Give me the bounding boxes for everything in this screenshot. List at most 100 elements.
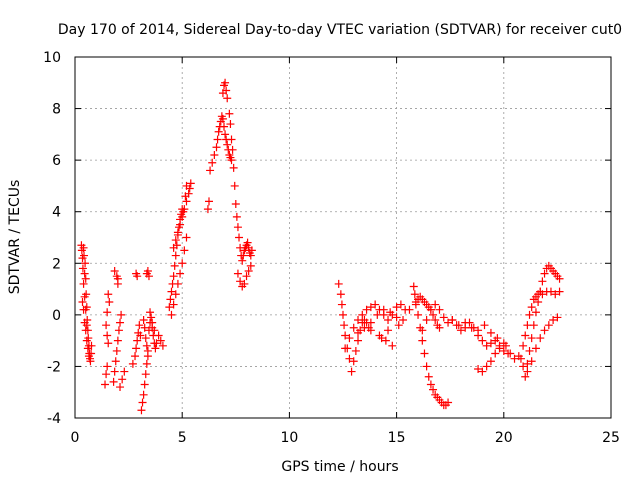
- data-point: [439, 313, 448, 322]
- y-tick-label: 0: [52, 308, 61, 324]
- data-point: [555, 287, 564, 296]
- data-point: [399, 316, 408, 325]
- data-point: [239, 251, 248, 260]
- data-point: [141, 334, 150, 343]
- data-point: [151, 344, 160, 353]
- data-point: [482, 341, 491, 350]
- data-point: [384, 326, 393, 335]
- data-point: [366, 303, 375, 312]
- data-point: [444, 318, 453, 327]
- data-point: [435, 323, 444, 332]
- data-point: [113, 274, 122, 283]
- data-point: [80, 251, 89, 260]
- data-point: [414, 310, 423, 319]
- data-points: [77, 78, 564, 415]
- data-point: [116, 383, 125, 392]
- data-point: [341, 344, 350, 353]
- data-point: [208, 158, 217, 167]
- data-point: [527, 357, 536, 366]
- data-point: [491, 349, 500, 358]
- data-point: [180, 205, 189, 214]
- data-point: [227, 135, 236, 144]
- data-point: [220, 122, 229, 131]
- y-tick-label: 10: [43, 50, 61, 66]
- data-point: [225, 109, 234, 118]
- data-point: [534, 297, 543, 306]
- data-point: [388, 341, 397, 350]
- data-point: [178, 212, 187, 221]
- data-point: [422, 362, 431, 371]
- data-point: [486, 339, 495, 348]
- data-point: [158, 341, 167, 350]
- data-point: [392, 313, 401, 322]
- data-point: [230, 181, 239, 190]
- data-point: [81, 259, 90, 268]
- y-tick-label: -2: [47, 359, 61, 375]
- data-point: [519, 362, 528, 371]
- data-point: [448, 316, 457, 325]
- data-point: [138, 398, 147, 407]
- data-point: [226, 120, 235, 129]
- data-point: [521, 372, 530, 381]
- data-point: [114, 326, 123, 335]
- data-point: [78, 297, 87, 306]
- data-point: [429, 385, 438, 394]
- data-point: [185, 184, 194, 193]
- data-point: [540, 269, 549, 278]
- data-point: [223, 140, 232, 149]
- data-point: [173, 279, 182, 288]
- data-point: [117, 310, 126, 319]
- data-point: [228, 145, 237, 154]
- data-point: [553, 313, 562, 322]
- data-point: [186, 179, 195, 188]
- data-point: [516, 354, 525, 363]
- data-point: [482, 362, 491, 371]
- data-point: [345, 354, 354, 363]
- data-point: [341, 331, 350, 340]
- data-point: [360, 323, 369, 332]
- data-point: [523, 367, 532, 376]
- data-point: [381, 336, 390, 345]
- data-point: [102, 321, 111, 330]
- data-point: [456, 326, 465, 335]
- data-point: [81, 326, 90, 335]
- data-point: [431, 316, 440, 325]
- data-point: [246, 251, 255, 260]
- data-point: [431, 300, 440, 309]
- data-point: [506, 349, 515, 358]
- data-point: [232, 212, 241, 221]
- data-point: [340, 321, 349, 330]
- data-point: [81, 274, 90, 283]
- data-point: [345, 334, 354, 343]
- data-point: [104, 339, 113, 348]
- data-point: [176, 269, 185, 278]
- data-point: [103, 331, 112, 340]
- data-point: [386, 308, 395, 317]
- data-point: [396, 300, 405, 309]
- data-point: [148, 318, 157, 327]
- data-point: [103, 308, 112, 317]
- data-point: [371, 300, 380, 309]
- y-tick-label: 8: [52, 102, 61, 118]
- data-point: [133, 336, 142, 345]
- data-point: [139, 316, 148, 325]
- data-point: [139, 390, 148, 399]
- data-point: [173, 228, 182, 237]
- data-point: [523, 359, 532, 368]
- data-point: [146, 308, 155, 317]
- data-point: [137, 406, 146, 415]
- data-point: [418, 326, 427, 335]
- data-point: [426, 380, 435, 389]
- data-point: [180, 246, 189, 255]
- x-tick-label: 15: [388, 430, 406, 446]
- axis-ticks: [74, 56, 612, 419]
- data-point: [128, 359, 137, 368]
- data-point: [140, 380, 149, 389]
- data-point: [379, 305, 388, 314]
- data-point: [131, 352, 140, 361]
- data-point: [527, 334, 536, 343]
- data-point: [178, 259, 187, 268]
- data-point: [218, 114, 227, 123]
- data-point: [110, 367, 119, 376]
- data-point: [152, 339, 161, 348]
